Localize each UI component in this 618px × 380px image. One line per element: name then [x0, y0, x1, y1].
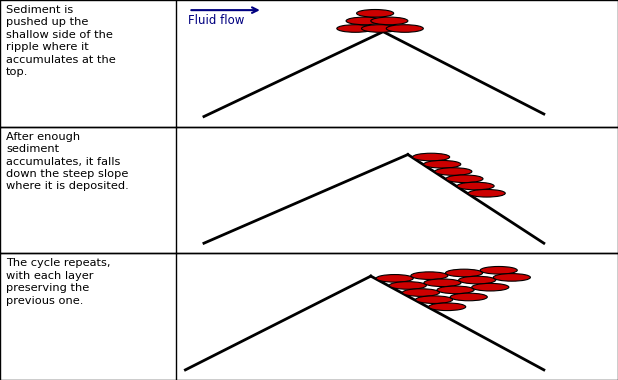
Text: Sediment is
pushed up the
shallow side of the
ripple where it
accumulates at the: Sediment is pushed up the shallow side o…: [6, 5, 116, 77]
Circle shape: [446, 175, 483, 182]
Circle shape: [480, 266, 517, 274]
Circle shape: [389, 282, 426, 289]
Circle shape: [346, 17, 383, 25]
Circle shape: [435, 168, 472, 175]
Circle shape: [437, 286, 474, 294]
Circle shape: [424, 279, 461, 287]
Circle shape: [493, 274, 530, 281]
Circle shape: [362, 25, 399, 32]
Text: After enough
sediment
accumulates, it falls
down the steep slope
where it is dep: After enough sediment accumulates, it fa…: [6, 132, 129, 192]
Circle shape: [337, 25, 374, 32]
Circle shape: [415, 296, 452, 304]
Circle shape: [468, 190, 506, 197]
Text: The cycle repeats,
with each layer
preserving the
previous one.: The cycle repeats, with each layer prese…: [6, 258, 111, 306]
Circle shape: [457, 182, 494, 190]
Circle shape: [429, 303, 466, 310]
Circle shape: [424, 160, 461, 168]
Circle shape: [411, 272, 448, 279]
Text: Fluid flow: Fluid flow: [188, 14, 245, 27]
Circle shape: [357, 10, 394, 17]
Circle shape: [450, 293, 487, 301]
Circle shape: [459, 276, 496, 284]
Circle shape: [386, 25, 423, 32]
Circle shape: [371, 17, 408, 25]
Circle shape: [413, 153, 450, 161]
Circle shape: [376, 274, 413, 282]
Circle shape: [446, 269, 483, 277]
Circle shape: [472, 283, 509, 291]
Circle shape: [402, 289, 439, 296]
